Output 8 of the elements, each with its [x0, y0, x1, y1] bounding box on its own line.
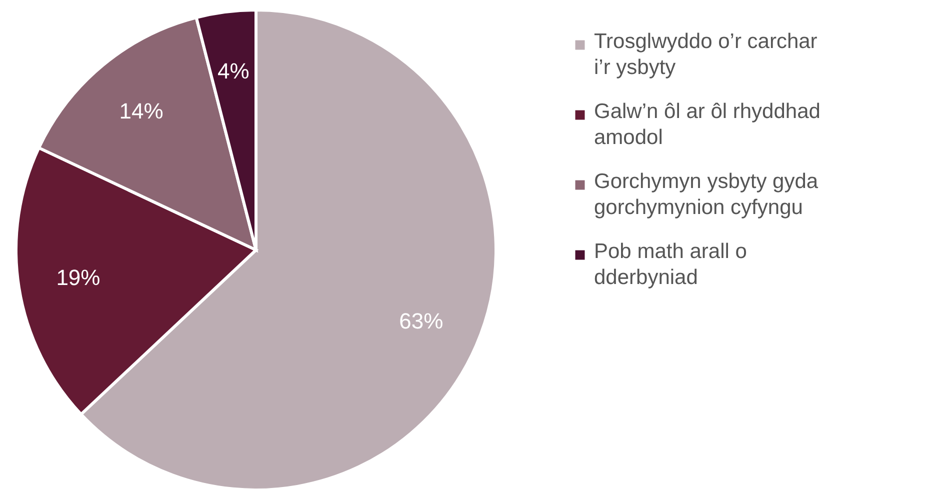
data-label: 4%	[218, 58, 250, 84]
legend-label: Pob math arall o dderbyniad	[594, 240, 747, 289]
legend-label: Trosglwyddo o’r carchar i’r ysbyty	[594, 30, 818, 79]
data-label: 19%	[56, 265, 100, 290]
data-label: 14%	[119, 98, 164, 124]
legend-label: Galw’n ôl ar ôl rhyddhad amodol	[594, 100, 820, 149]
legend-label: Gorchymyn ysbyty gyda gorchymynion cyfyngu	[594, 170, 818, 219]
data-label: 63%	[399, 308, 444, 334]
